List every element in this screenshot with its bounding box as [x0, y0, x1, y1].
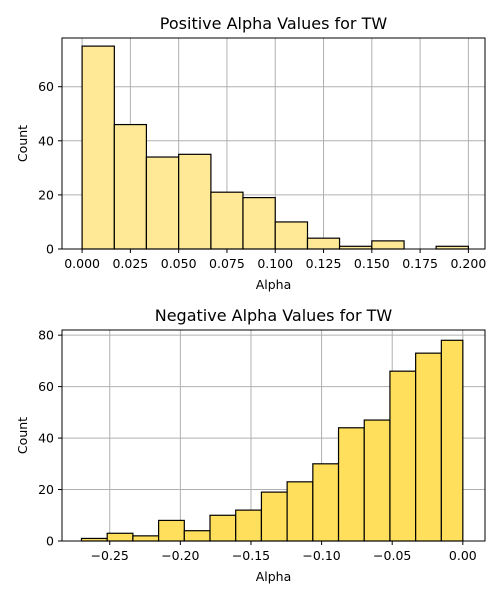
negative-histogram-bar: [132, 535, 160, 542]
positive-histogram-bar: [113, 123, 148, 250]
negative-histogram-panel: −0.25 −0.20 −0.15 −0.10 −0.05 0.00 0 20 40 60 80 Ne…: [15, 306, 486, 584]
negative-histogram-bar: [209, 514, 237, 542]
x-axis-label: Alpha: [256, 277, 292, 292]
x-tick-label: 0.125: [306, 256, 342, 271]
x-tick-label: 0.200: [450, 256, 486, 271]
chart-title: Positive Alpha Values for TW: [160, 14, 388, 33]
y-tick-label: 40: [38, 431, 54, 446]
x-tick-label: −0.15: [232, 548, 270, 563]
plot-frame: [61, 329, 486, 542]
y-tick-label: 0: [46, 242, 54, 257]
positive-histogram-bar: [371, 240, 405, 250]
negative-histogram-bar: [106, 532, 134, 542]
y-tick-label: 40: [38, 133, 54, 148]
negative-histogram-bar: [158, 519, 185, 542]
positive-histogram-bar: [210, 191, 244, 250]
x-axis-label: Alpha: [256, 569, 292, 584]
positive-histogram-bar: [81, 45, 115, 250]
negative-histogram-bar: [183, 530, 211, 542]
x-tick-label: 0.175: [402, 256, 438, 271]
x-tick-label: −0.05: [373, 548, 411, 563]
x-tick-label: −0.20: [161, 548, 199, 563]
negative-histogram-bar: [440, 339, 464, 542]
negative-histogram-bar: [389, 370, 417, 542]
x-tick-label: 0.100: [257, 256, 293, 271]
x-tick-label: −0.10: [302, 548, 340, 563]
y-axis-label: Count: [15, 417, 30, 454]
y-tick-label: 60: [38, 79, 54, 94]
positive-histogram-bar: [242, 197, 276, 250]
y-tick-label: 0: [46, 534, 54, 549]
negative-histogram-bar: [337, 427, 365, 542]
x-tick-label: 0.150: [354, 256, 390, 271]
x-tick-label: 0.075: [209, 256, 245, 271]
y-tick-label: 20: [38, 187, 54, 202]
y-axis-label: Count: [15, 125, 30, 162]
x-tick-label: 0.025: [112, 256, 148, 271]
negative-histogram-bar: [415, 352, 442, 542]
x-tick-label: 0.00: [449, 548, 477, 563]
x-tick-label: 0.050: [161, 256, 197, 271]
positive-histogram-bar: [145, 156, 180, 250]
negative-histogram-bar: [363, 419, 391, 542]
x-tick-label: −0.25: [91, 548, 129, 563]
y-tick-label: 80: [38, 328, 54, 343]
positive-histogram-bar: [178, 153, 212, 250]
y-tick-label: 20: [38, 482, 54, 497]
positive-histogram-bar: [274, 221, 309, 250]
plot-frame: [61, 37, 486, 250]
chart-title: Negative Alpha Values for TW: [155, 306, 393, 325]
y-tick-label: 60: [38, 379, 54, 394]
positive-histogram-bar: [306, 237, 341, 250]
positive-histogram-panel: 0.000 0.025 0.050 0.075 0.100 0.125 0.150 0.175…: [15, 14, 486, 292]
x-tick-label: 0.000: [64, 256, 100, 271]
negative-histogram-bar: [286, 481, 314, 542]
negative-histogram-bar: [260, 491, 288, 542]
negative-histogram-bar: [235, 509, 263, 542]
negative-histogram-bar: [312, 463, 340, 542]
